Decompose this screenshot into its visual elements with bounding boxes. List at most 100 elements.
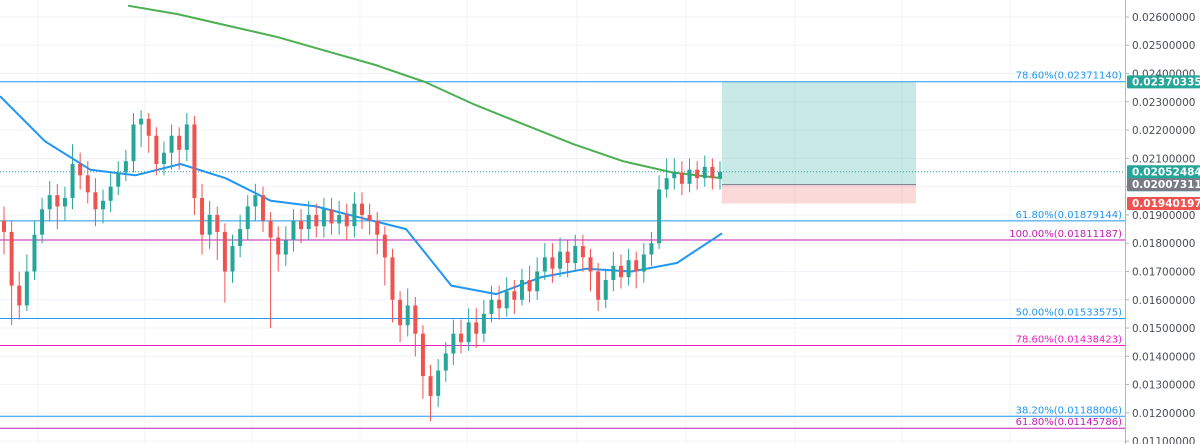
candle-body [93, 192, 98, 210]
price-tag-label: 0.02007311 [1132, 179, 1200, 191]
candle-body [55, 195, 60, 207]
candle-body [253, 195, 258, 207]
loss-zone [722, 184, 916, 204]
candle-body [580, 246, 585, 258]
candle-body [428, 376, 433, 396]
candle-body [695, 169, 700, 179]
ma-long-line [127, 4, 723, 180]
axis-tick-label: 0.01300000 [1132, 380, 1195, 392]
candle-body [360, 203, 364, 215]
candle-body [116, 172, 121, 187]
price-tags: 0.023703350.0205248427:040.020073110.019… [1127, 75, 1200, 211]
long-position-tool[interactable] [0, 81, 1125, 204]
fib-label: 61.80%(0.01145786) [1016, 417, 1122, 428]
candle-body [618, 265, 623, 278]
candle-body [24, 271, 29, 306]
candle-body [260, 195, 265, 221]
candle-body [131, 124, 136, 162]
candle-body [527, 279, 532, 292]
candle-body [542, 257, 547, 272]
candle-body [123, 161, 128, 173]
candle-body [497, 299, 502, 309]
candle-body [459, 333, 464, 343]
candle-body [215, 214, 220, 232]
candle-body [649, 243, 654, 255]
axis-tick-label: 0.01800000 [1132, 238, 1195, 250]
candle-body [70, 164, 75, 198]
candle-body [481, 313, 486, 334]
price-tag [1127, 178, 1200, 192]
candle-body [337, 214, 342, 224]
candle-body [101, 200, 106, 210]
candle-body [184, 124, 189, 150]
candle-body [245, 206, 250, 230]
candle-body [306, 214, 311, 230]
candle-body [390, 257, 395, 300]
candle-body [207, 214, 212, 235]
candle-body [565, 251, 570, 264]
candle-body [436, 370, 441, 396]
price-tag-label: 0.01940197 [1132, 198, 1200, 210]
candle-body [657, 189, 662, 244]
axis-tick-label: 0.01400000 [1132, 351, 1195, 363]
axis-tick-label: 0.01600000 [1132, 295, 1195, 307]
candle-body [398, 299, 403, 326]
candle-body [40, 209, 45, 235]
candle-body [466, 322, 471, 343]
price-axis[interactable]: 0.026000000.025000000.024000000.02300000… [1125, 0, 1200, 444]
candle-body [405, 305, 410, 326]
candle-body [588, 257, 593, 272]
axis-tick-label: 0.01500000 [1132, 323, 1195, 335]
price-tag-label: 0.02370335 [1132, 76, 1200, 88]
price-tag [1127, 75, 1200, 89]
axis-tick-label: 0.01700000 [1132, 266, 1195, 278]
candlesticks [2, 110, 722, 422]
candle-body [664, 178, 669, 190]
candle-body [161, 152, 166, 165]
candle-body [451, 333, 456, 354]
candle-body [321, 209, 326, 227]
price-tag-label: 0.02052484 [1132, 166, 1200, 178]
axis-tick-label: 0.02300000 [1132, 97, 1195, 109]
candle-body [32, 234, 37, 272]
candle-body [512, 291, 517, 300]
candle-body [413, 305, 418, 334]
candle-body [420, 333, 425, 377]
fib-label: 50.00%(0.01533575) [1016, 308, 1122, 319]
candle-body [62, 197, 67, 207]
candle-body [299, 220, 304, 230]
candle-body [489, 299, 494, 314]
candle-body [558, 251, 563, 269]
candle-body [78, 164, 83, 176]
chart-grid [0, 0, 1125, 444]
candle-body [718, 171, 722, 179]
candle-body [139, 118, 144, 125]
candle-body [550, 257, 555, 269]
axis-tick-label: 0.01900000 [1132, 210, 1195, 222]
moving-averages [0, 4, 723, 296]
candle-body [192, 124, 197, 198]
candle-body [85, 175, 90, 193]
candle-body [375, 220, 380, 235]
candle-body [2, 220, 6, 232]
candle-body [641, 254, 646, 272]
candle-body [314, 214, 319, 227]
candle-body [626, 260, 631, 278]
candle-body [710, 166, 715, 179]
axis-tick-label: 0.01200000 [1132, 408, 1195, 420]
candle-body [291, 220, 296, 241]
fib-label: 38.20%(0.01188006) [1016, 405, 1122, 416]
candle-body [276, 237, 281, 255]
candle-body [222, 231, 227, 272]
axis-background [1125, 0, 1200, 444]
candle-body [603, 279, 608, 300]
fib-label: 78.60%(0.01438423) [1016, 334, 1122, 345]
candle-body [504, 291, 509, 309]
candle-body [177, 135, 182, 150]
profit-zone [722, 81, 916, 185]
candle-body [672, 172, 677, 179]
price-tag [1127, 197, 1200, 211]
candle-body [474, 322, 479, 334]
candle-body [702, 166, 707, 179]
